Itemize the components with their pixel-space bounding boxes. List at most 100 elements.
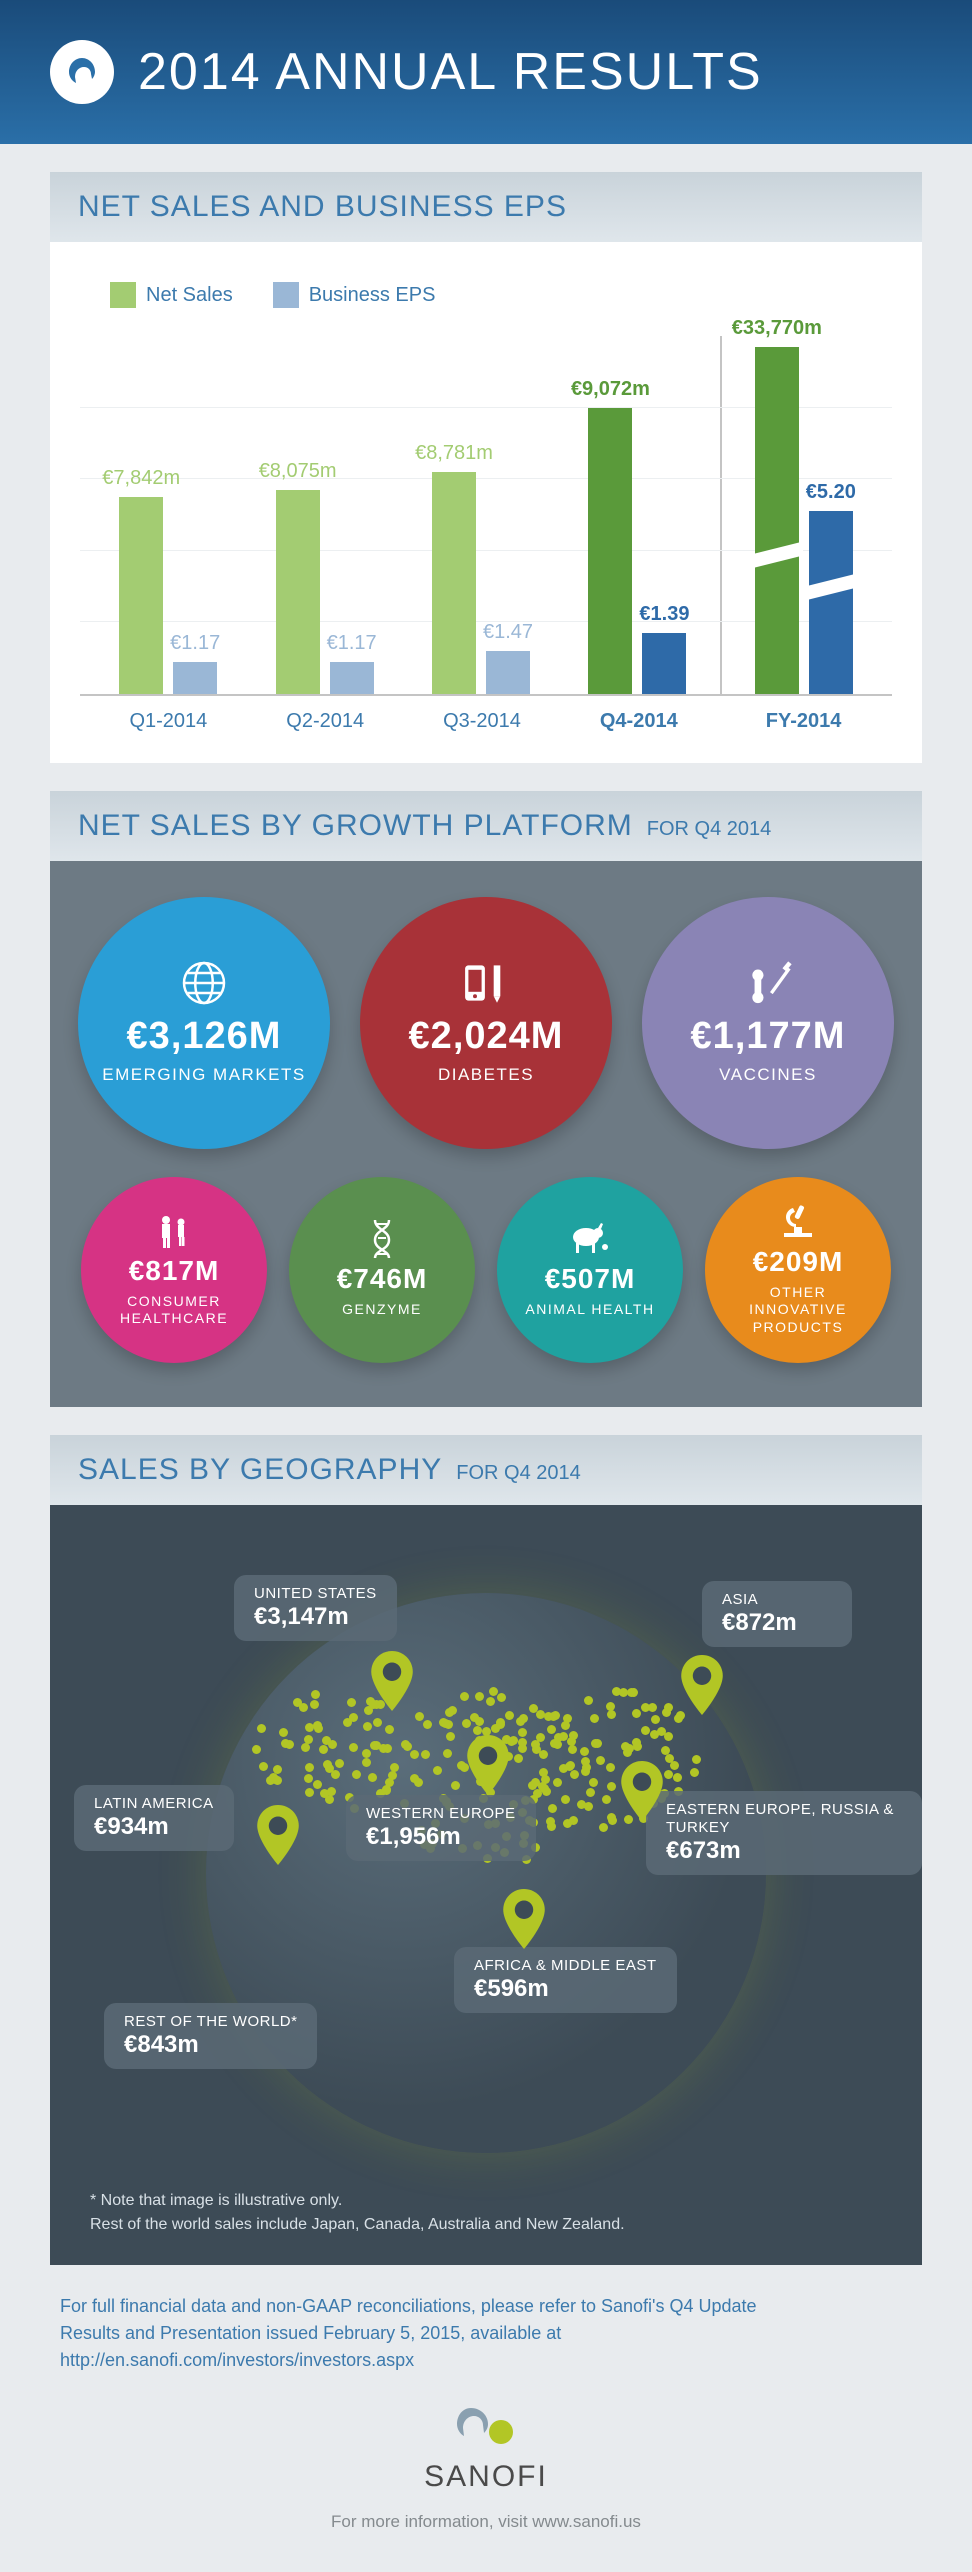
chart-area: Net Sales Business EPS €7,842m €1.17 €8,07… [50, 242, 922, 763]
eps-bar: €1.17 [330, 662, 374, 694]
note-line: http://en.sanofi.com/investors/investors… [60, 2347, 912, 2374]
globe-dot-icon [301, 1743, 310, 1752]
geo-pill: WESTERN EUROPE€1,956m [346, 1795, 536, 1861]
page-title: 2014 ANNUAL RESULTS [138, 42, 763, 102]
growth-label: DIABETES [424, 1064, 548, 1085]
globe-dot-icon [304, 1774, 313, 1783]
net-sales-bar: €9,072m [588, 408, 632, 694]
globe-dot-icon [423, 1720, 432, 1729]
growth-value: €507M [545, 1263, 636, 1295]
globe-dot-icon [462, 1719, 471, 1728]
globe-dot-icon [475, 1692, 484, 1701]
globe-dot-icon [670, 1761, 679, 1770]
post-note: For full financial data and non-GAAP rec… [60, 2293, 912, 2374]
globe-dot-icon [305, 1788, 314, 1797]
legend-swatch [273, 282, 299, 308]
note-line: Results and Presentation issued February… [60, 2320, 912, 2347]
legend-item: Net Sales [110, 282, 233, 308]
eps-bar: €1.17 [173, 662, 217, 694]
growth-circle: €507MANIMAL HEALTH [497, 1177, 683, 1363]
globe-dot-icon [460, 1692, 469, 1701]
bar-chart: €7,842m€1.17€8,075m€1.17€8,781m€1.47€9,0… [80, 336, 892, 696]
geo-region-value: €872m [722, 1609, 832, 1637]
legend-label: Business EPS [309, 284, 436, 307]
globe-dot-icon [410, 1750, 419, 1759]
map-pin-icon [678, 1655, 726, 1715]
globe-dot-icon [363, 1722, 372, 1731]
globe-dot-icon [349, 1743, 358, 1752]
map-pin-icon [368, 1651, 416, 1711]
geo-pill: LATIN AMERICA€934m [74, 1785, 234, 1851]
map-pin-icon [500, 1889, 548, 1949]
globe-dot-icon [664, 1703, 673, 1712]
bar-group: €9,072m€1.39 [559, 336, 715, 694]
legend-swatch [110, 282, 136, 308]
net-sales-bar: €7,842m [119, 497, 163, 694]
globe-icon [179, 961, 229, 1005]
bar-group: €7,842m €1.17 [90, 336, 246, 694]
globe-dot-icon [581, 1767, 590, 1776]
globe-dot-icon [304, 1735, 313, 1744]
globe-dot-icon [692, 1755, 701, 1764]
geo-region-name: WESTERN EUROPE [366, 1805, 516, 1823]
globe-dot-icon [607, 1710, 616, 1719]
globe-dot-icon [619, 1688, 628, 1697]
geo-region-name: AFRICA & MIDDLE EAST [474, 1957, 657, 1975]
globe-dot-icon [561, 1795, 570, 1804]
globe-dot-icon [650, 1730, 659, 1739]
phone-pen-icon [458, 961, 514, 1005]
globe-dot-icon [305, 1763, 314, 1772]
panel-title: NET SALES AND BUSINESS EPS [78, 190, 567, 224]
x-axis-label: Q1-2014 [90, 710, 247, 733]
globe-dot-icon [362, 1749, 371, 1758]
globe-dot-icon [570, 1770, 579, 1779]
bar-value-label: €8,075m [259, 460, 337, 483]
globe-dot-icon [514, 1754, 523, 1763]
globe-dot-icon [373, 1718, 382, 1727]
globe-dot-icon [293, 1698, 302, 1707]
footnote-line: * Note that image is illustrative only. [90, 2189, 882, 2213]
globe-dot-icon [505, 1711, 514, 1720]
globe-dot-icon [599, 1823, 608, 1832]
globe-dot-icon [347, 1698, 356, 1707]
header: 2014 ANNUAL RESULTS [0, 0, 972, 144]
growth-label: GENZYME [328, 1301, 436, 1319]
sanofi-logo-icon [50, 40, 114, 104]
geo-region-value: €934m [94, 1813, 214, 1841]
growth-label: VACCINES [705, 1064, 831, 1085]
globe-dot-icon [546, 1817, 555, 1826]
globe-dot-icon [518, 1744, 527, 1753]
geo-pill: AFRICA & MIDDLE EAST€596m [454, 1947, 677, 2013]
animal-icon [568, 1221, 612, 1255]
globe-dot-icon [518, 1728, 527, 1737]
globe-dot-icon [629, 1688, 638, 1697]
globe-dot-icon [539, 1750, 548, 1759]
globe-dot-icon [415, 1712, 424, 1721]
globe-dot-icon [383, 1744, 392, 1753]
geo-region-value: €596m [474, 1975, 657, 2003]
bar-group: €8,781m€1.47 [403, 336, 559, 694]
bar-value-label: €8,781m [415, 442, 493, 465]
globe-dot-icon [486, 1697, 495, 1706]
geo-region-name: LATIN AMERICA [94, 1795, 214, 1813]
panel-title-bar: NET SALES BY GROWTH PLATFORM FOR Q4 2014 [50, 791, 922, 861]
geo-region-name: ASIA [722, 1591, 832, 1609]
globe-dot-icon [259, 1762, 268, 1771]
bar-value-label: €5.20 [806, 481, 856, 504]
growth-circle: €817MCONSUMER HEALTHCARE [81, 1177, 267, 1363]
map-pin-icon [254, 1805, 302, 1865]
infographic-page: 2014 ANNUAL RESULTS NET SALES AND BUSINE… [0, 0, 972, 2572]
geo-region-value: €843m [124, 2031, 297, 2059]
brand: SANOFI [0, 2404, 972, 2494]
x-axis-label: FY-2014 [725, 710, 882, 733]
x-axis-label: Q3-2014 [404, 710, 561, 733]
bar-group: €33,770m€5.20 [726, 336, 882, 694]
globe-dot-icon [584, 1802, 593, 1811]
sanofi-logo-icon [451, 2404, 521, 2452]
growth-row: €3,126MEMERGING MARKETS€2,024MDIABETES€1… [74, 897, 898, 1149]
globe-dot-icon [433, 1766, 442, 1775]
globe-dot-icon [362, 1758, 371, 1767]
net-sales-bar: €8,781m [432, 472, 476, 694]
globe-dot-icon [496, 1718, 505, 1727]
growth-value: €1,177M [691, 1015, 846, 1058]
